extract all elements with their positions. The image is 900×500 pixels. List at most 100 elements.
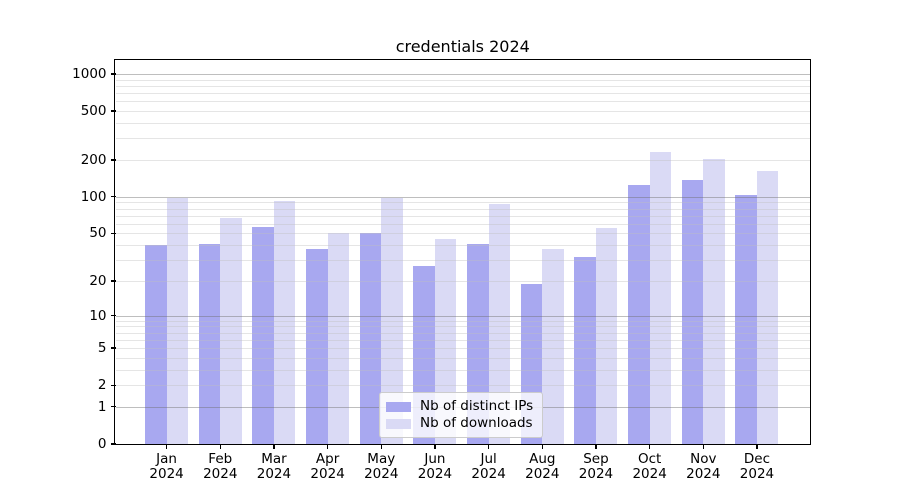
y-tick (110, 384, 116, 386)
x-tick-label-year: 2024 (739, 466, 775, 482)
y-gridline-minor (115, 339, 810, 341)
y-gridline-minor (115, 357, 810, 359)
y-tick (110, 280, 116, 282)
x-tick-label-year: 2024 (417, 466, 453, 482)
x-tick-label: Mar 2024 (256, 451, 292, 482)
y-tick (110, 110, 116, 112)
x-tick (756, 444, 758, 449)
bar-downloads (595, 228, 618, 444)
x-tick (488, 444, 490, 449)
y-tick (110, 73, 116, 75)
y-gridline-minor (115, 111, 810, 113)
y-tick (110, 159, 116, 161)
y-tick-label: 100 (80, 188, 107, 205)
y-gridline-minor (115, 233, 810, 235)
x-tick-label: Jan 2024 (149, 451, 184, 482)
bar-distinct-ips (628, 184, 650, 444)
y-gridline-minor (115, 93, 810, 95)
y-gridline-minor (115, 260, 810, 262)
y-gridline-minor (115, 332, 810, 334)
y-gridline-minor (115, 245, 810, 247)
y-gridline-minor (115, 385, 810, 387)
legend-label-downloads: Nb of downloads (420, 415, 533, 431)
y-gridline-minor (115, 202, 810, 204)
y-gridline-minor (115, 326, 810, 328)
x-tick (327, 444, 329, 449)
x-tick-label: Sep 2024 (578, 451, 614, 482)
x-tick-label-year: 2024 (578, 466, 614, 482)
bar-distinct-ips (735, 194, 757, 444)
y-tick (110, 196, 116, 198)
bar-downloads (703, 158, 725, 444)
x-tick (166, 444, 168, 449)
legend-item-distinct-ips: Nb of distinct IPs (386, 398, 542, 415)
bar-distinct-ips (252, 226, 274, 444)
y-gridline-minor (115, 348, 810, 350)
x-tick-label-year: 2024 (471, 466, 506, 482)
x-tick (380, 444, 382, 449)
y-tick-label: 50 (89, 225, 107, 242)
y-tick-label: 500 (80, 103, 107, 120)
y-gridline-major (115, 315, 810, 317)
x-tick-label-year: 2024 (149, 466, 184, 482)
y-tick (110, 443, 116, 445)
y-tick-label: 1000 (72, 65, 107, 82)
x-tick (595, 444, 597, 449)
x-tick (541, 444, 543, 449)
y-gridline-minor (115, 280, 810, 282)
legend-item-downloads: Nb of downloads (386, 415, 542, 432)
y-gridline-minor (115, 320, 810, 322)
x-tick-label: Dec 2024 (739, 451, 775, 482)
x-tick-label: Apr 2024 (310, 451, 345, 482)
x-tick (273, 444, 275, 449)
y-tick (110, 314, 116, 317)
x-tick-label-year: 2024 (525, 466, 560, 482)
x-tick-label: Jul 2024 (471, 451, 506, 482)
y-tick (110, 232, 116, 234)
y-gridline-minor (115, 79, 810, 81)
bar-downloads (488, 204, 511, 444)
legend-label-distinct-ips: Nb of distinct IPs (420, 398, 534, 414)
x-tick (219, 444, 221, 449)
y-tick-label: 0 (97, 436, 107, 452)
x-tick-label: Jun 2024 (417, 451, 453, 482)
y-gridline-minor (115, 122, 810, 124)
bar-distinct-ips (198, 243, 221, 444)
x-tick-label: Oct 2024 (632, 451, 667, 482)
y-tick-label: 2 (97, 377, 107, 394)
bar-downloads (381, 197, 403, 444)
x-tick-label-year: 2024 (632, 466, 667, 482)
y-gridline-major (115, 196, 810, 198)
bar-downloads (542, 249, 564, 444)
y-tick-label: 20 (89, 272, 107, 289)
y-tick-label: 5 (97, 340, 107, 357)
bar-downloads (649, 151, 672, 444)
y-gridline-minor (115, 369, 810, 371)
x-tick-label-year: 2024 (256, 466, 292, 482)
y-gridline-minor (115, 85, 810, 87)
x-tick-label-year: 2024 (686, 466, 721, 482)
y-tick (110, 347, 116, 349)
x-tick-label-year: 2024 (364, 466, 399, 482)
bar-distinct-ips (359, 233, 382, 444)
x-tick-label: Nov 2024 (686, 451, 721, 482)
y-gridline-major (115, 73, 810, 75)
y-gridline-minor (115, 138, 810, 140)
x-tick-label: Feb 2024 (203, 451, 238, 482)
bar-downloads (756, 170, 779, 444)
bar-distinct-ips (681, 180, 704, 444)
x-tick (702, 444, 704, 449)
x-tick-label: Aug 2024 (525, 451, 560, 482)
bar-downloads (327, 233, 350, 444)
bar-downloads (273, 200, 296, 444)
x-tick (434, 444, 436, 449)
legend: Nb of distinct IPs Nb of downloads (379, 392, 543, 438)
y-tick (110, 406, 116, 408)
legend-swatch-downloads (386, 418, 411, 429)
y-gridline-minor (115, 159, 810, 161)
y-gridline-minor (115, 215, 810, 217)
x-tick-label-year: 2024 (203, 466, 238, 482)
y-tick-label: 200 (80, 151, 107, 168)
bar-downloads (166, 197, 189, 444)
